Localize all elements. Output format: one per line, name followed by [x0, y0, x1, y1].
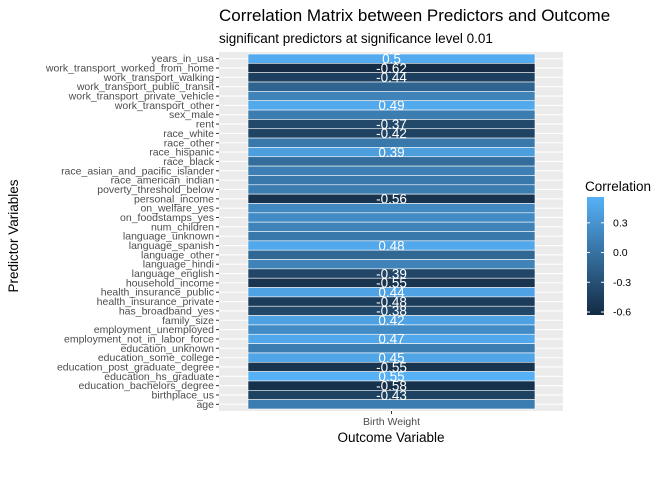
chart-subtitle: significant predictors at significance l…: [219, 31, 493, 46]
y-tick-label: household_income: [126, 277, 214, 289]
tile-value-label: -0.48: [376, 294, 407, 309]
tile-value-label: -0.55: [376, 360, 407, 375]
y-tick-label: health_insurance_public: [101, 287, 214, 299]
y-tick-label: language_other: [141, 249, 214, 261]
y-tick-label: race_hispanic: [149, 147, 214, 159]
y-tick-label: birthplace_us: [152, 389, 214, 401]
tile-value-label: 0.45: [378, 350, 404, 365]
heatmap-tiles: [247, 53, 536, 410]
chart-title: Correlation Matrix between Predictors an…: [219, 6, 610, 25]
tile-value-label: 0.5: [382, 51, 401, 66]
y-tick-label: work_transport_public_transit: [76, 81, 214, 93]
y-tick-label: on_foodstamps_yes: [120, 212, 214, 224]
y-tick-label: work_transport_other: [114, 100, 215, 112]
tile-value-label: -0.37: [376, 117, 407, 132]
y-tick-label: education_unknown: [121, 343, 215, 355]
y-tick-label: work_transport_walking: [103, 72, 214, 84]
tile-value-label: -0.56: [376, 192, 407, 207]
tile-value-label: -0.62: [376, 61, 407, 76]
heatmap-tile-num-children: [247, 221, 536, 232]
y-tick-label: health_insurance_private: [97, 296, 214, 308]
tile-value-label: -0.42: [376, 126, 407, 141]
tile-value-label: 0.48: [378, 238, 404, 253]
tile-value-label: -0.44: [376, 70, 407, 85]
y-tick-label: education_bachelors_degree: [79, 380, 215, 392]
y-tick-label: language_hindi: [143, 259, 214, 271]
y-tick-label: has_broadband_yes: [119, 305, 214, 317]
y-tick-label: race_american_indian: [111, 175, 214, 187]
heatmap-value-labels: 0.5-0.62-0.44 0.49 -0.37-0.42 0.39 -0.56 0.48…: [376, 51, 407, 402]
heatmap-tile-age: [247, 399, 536, 410]
y-tick-label: language_english: [132, 268, 214, 280]
legend-tick-label: 0.3: [613, 217, 628, 229]
y-tick-label: on_welfare_yes: [140, 203, 214, 215]
y-tick-label: work_transport_private_vehicle: [68, 91, 214, 103]
y-tick-label: language_unknown: [123, 231, 214, 243]
tile-value-label: -0.38: [376, 304, 407, 319]
y-tick-label: age: [196, 399, 214, 411]
x-axis: Birth Weight: [363, 411, 420, 428]
legend-title: Correlation: [585, 179, 651, 194]
y-tick-label: race_black: [163, 156, 215, 168]
y-tick-label: num_children: [151, 221, 214, 233]
y-axis-title: Predictor Variables: [6, 179, 21, 292]
y-tick-label: employment_unemployed: [94, 324, 214, 336]
tile-value-label: 0.49: [378, 98, 404, 113]
y-tick-label: family_size: [162, 315, 214, 327]
x-tick-label: Birth Weight: [363, 416, 420, 428]
y-tick-label: race_white: [163, 128, 214, 140]
y-tick-label: race_other: [164, 137, 215, 149]
y-tick-label: poverty_threshold_below: [97, 184, 214, 196]
y-tick-label: race_asian_and_pacific_islander: [61, 165, 214, 177]
y-tick-label: employment_not_in_labor_force: [64, 333, 214, 345]
tile-value-label: -0.39: [376, 266, 407, 281]
tile-value-label: 0.44: [378, 285, 405, 300]
tile-value-label: -0.58: [376, 378, 407, 393]
y-tick-label: education_hs_graduate: [104, 371, 214, 383]
y-tick-label: education_some_college: [98, 352, 214, 364]
y-tick-label: personal_income: [134, 193, 214, 205]
tile-value-label: 0.55: [378, 369, 404, 384]
y-tick-label: work_transport_worked_from_home: [45, 63, 214, 75]
tile-value-label: 0.42: [378, 313, 404, 328]
legend-tick-label: -0.6: [613, 307, 631, 319]
y-tick-label: sex_male: [169, 109, 214, 121]
color-legend: Correlation 0.3 0.0 -0.3 -0.6: [585, 179, 651, 319]
legend-color-bar: [587, 197, 604, 315]
tile-value-label: 0.47: [378, 332, 404, 347]
tile-value-label: 0.39: [378, 145, 404, 160]
x-axis-title: Outcome Variable: [337, 430, 444, 445]
tile-value-label: -0.43: [376, 388, 407, 403]
legend-tick-label: 0.0: [613, 247, 628, 259]
heatmap-tile-race-american-indian: [247, 175, 536, 186]
heatmap-tile-on-foodstamps-yes: [247, 212, 536, 223]
y-axis: years_in_usawork_transport_worked_from_h…: [45, 53, 219, 411]
tile-value-label: -0.55: [376, 276, 407, 291]
legend-tick-label: -0.3: [613, 277, 631, 289]
y-tick-label: language_spanish: [129, 240, 214, 252]
y-tick-label: rent: [196, 119, 214, 131]
heatmap-tile-race-asian-and-pacific-islander: [247, 165, 536, 176]
y-tick-label: education_post_graduate_degree: [57, 361, 214, 373]
y-tick-label: years_in_usa: [152, 53, 215, 65]
